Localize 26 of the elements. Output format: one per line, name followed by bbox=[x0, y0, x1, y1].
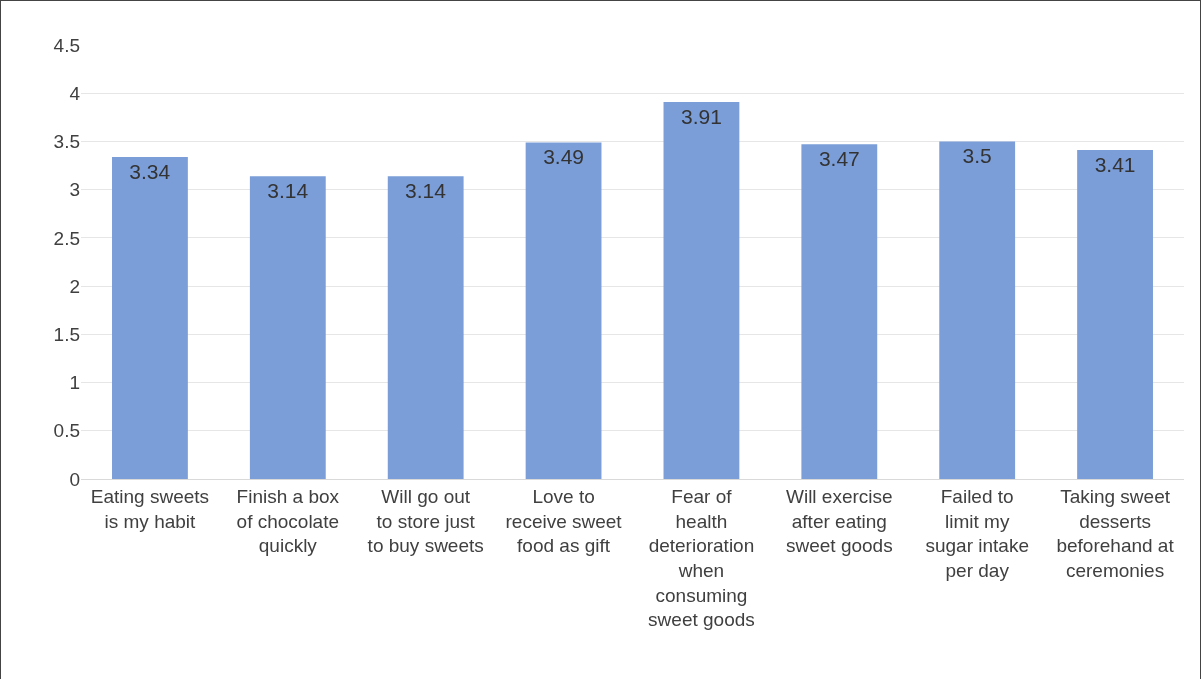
data-label: 3.34 bbox=[129, 159, 171, 183]
x-tick-label: Eating sweets is my habit bbox=[90, 485, 210, 532]
y-tick-label: 0.5 bbox=[53, 420, 80, 442]
data-label: 3.47 bbox=[818, 147, 860, 171]
y-tick-label: 2 bbox=[69, 275, 80, 297]
data-label: 3.49 bbox=[543, 145, 584, 169]
y-tick-label: 1 bbox=[69, 372, 80, 394]
x-tick-label: Will exercise after eating sweet goods bbox=[785, 485, 893, 557]
x-tick-label: Finish a box of chocolate quickly bbox=[236, 485, 340, 557]
y-tick-label: 4.5 bbox=[53, 34, 80, 56]
y-tick-label: 4 bbox=[69, 82, 81, 104]
data-label: 3.5 bbox=[962, 144, 992, 168]
data-label: 3.14 bbox=[267, 179, 309, 203]
x-tick-label: Failed to limit my sugar intake per day bbox=[925, 485, 1029, 581]
data-label: 3.14 bbox=[405, 179, 447, 203]
x-tick-label: Taking sweet desserts beforehand at ceremonies bbox=[1056, 485, 1175, 581]
x-tick-label: Love to receive sweet food as gift bbox=[505, 485, 623, 557]
x-tick-label: Will go out to store just to buy sweets bbox=[367, 485, 484, 557]
y-tick-label: 3.5 bbox=[53, 131, 80, 153]
y-tick-label: 3 bbox=[69, 179, 80, 201]
y-tick-label: 1.5 bbox=[53, 323, 80, 345]
y-tick-label: 0 bbox=[69, 468, 80, 490]
data-label: 3.91 bbox=[681, 104, 722, 128]
y-tick-label: 2.5 bbox=[53, 227, 80, 249]
data-label: 3.41 bbox=[1094, 153, 1136, 177]
x-tick-label: Fear of health deterioration when consuming sweet goods bbox=[648, 485, 755, 631]
